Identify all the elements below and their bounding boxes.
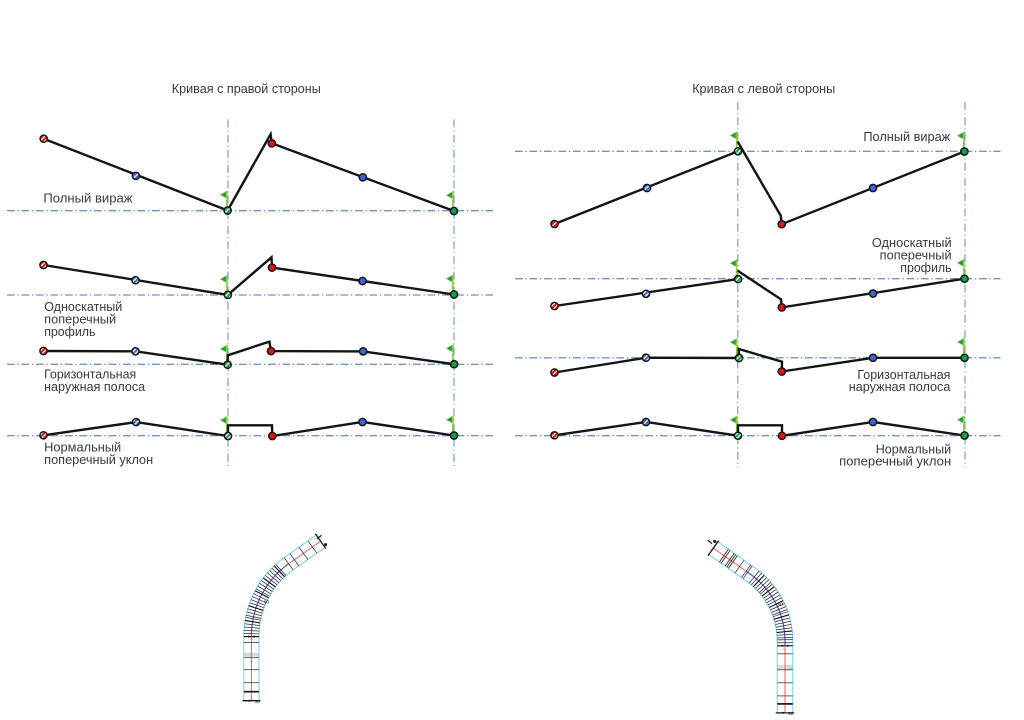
- svg-text:Кривая с правой стороны: Кривая с правой стороны: [172, 82, 321, 96]
- svg-text:поперечный: поперечный: [880, 248, 952, 262]
- svg-text:Односкатный: Односкатный: [872, 236, 952, 250]
- svg-text:поперечный уклон: поперечный уклон: [839, 454, 951, 468]
- svg-text:⋯: ⋯: [250, 637, 254, 642]
- svg-text:Горизонтальная: Горизонтальная: [44, 368, 136, 382]
- svg-text:⋯: ⋯: [783, 690, 787, 695]
- svg-text:Горизонтальная: Горизонтальная: [857, 368, 950, 382]
- svg-text:профиль: профиль: [44, 325, 96, 339]
- svg-text:поперечный уклон: поперечный уклон: [44, 453, 153, 467]
- svg-text:90: 90: [255, 699, 261, 704]
- svg-text:наружная полоса: наружная полоса: [44, 380, 146, 394]
- svg-text:Полный вираж: Полный вираж: [863, 130, 950, 144]
- svg-text:Нормальный: Нормальный: [44, 441, 121, 455]
- svg-text:поперечный: поперечный: [44, 313, 116, 327]
- svg-text:60: 60: [264, 599, 270, 604]
- svg-text:наружная полоса: наружная полоса: [849, 380, 952, 394]
- svg-text:90: 90: [788, 711, 794, 716]
- svg-text:профиль: профиль: [900, 261, 952, 275]
- svg-text:Нормальный: Нормальный: [876, 442, 952, 456]
- svg-text:Кривая с левой стороны: Кривая с левой стороны: [692, 82, 835, 96]
- svg-text:60: 60: [778, 602, 784, 607]
- svg-text:Полный вираж: Полный вираж: [43, 191, 133, 205]
- svg-text:⋯: ⋯: [783, 647, 787, 652]
- svg-text:Односкатный: Односкатный: [44, 300, 122, 314]
- svg-text:⋯: ⋯: [249, 659, 253, 664]
